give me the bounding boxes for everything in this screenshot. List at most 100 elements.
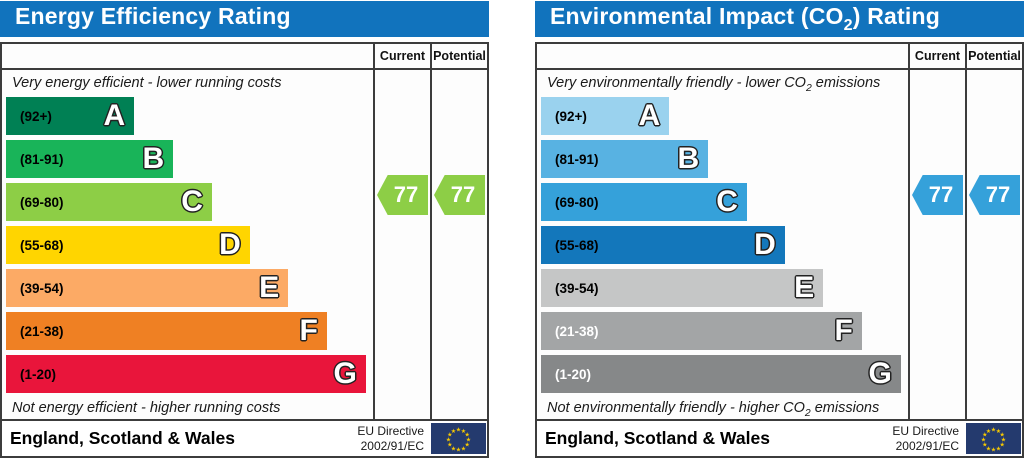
rating-table: Current Potential Very environmentally f… [535,42,1024,458]
svg-text:★: ★ [447,442,452,449]
band-b: (81-91) B [541,140,709,178]
band-b-range: (81-91) [555,151,599,167]
svg-text:★: ★ [466,437,471,444]
band-f-range: (21-38) [555,323,599,339]
band-d: (55-68) D [6,226,250,264]
potential-column: 77 [965,70,1022,419]
svg-text:★: ★ [1000,432,1005,439]
potential-column: 77 [430,70,487,419]
svg-text:★: ★ [1000,442,1005,449]
eu-directive-label: EU Directive 2002/91/EC [892,424,959,453]
band-a-letter: A [103,99,126,132]
svg-text:★: ★ [991,447,996,454]
band-g-letter: G [333,357,357,390]
panel-title-bar: Energy Efficiency Rating [0,1,489,37]
band-b-range: (81-91) [20,151,64,167]
svg-text:★: ★ [1001,437,1006,444]
band-a-letter: A [638,99,661,132]
band-a: (92+) A [6,97,135,135]
band-g-range: (1-20) [20,366,57,382]
current-column: 77 [373,70,430,419]
eu-directive-label: EU Directive 2002/91/EC [357,424,424,453]
svg-text:★: ★ [447,432,452,439]
svg-text:★: ★ [986,445,991,452]
band-e-letter: E [259,271,280,304]
bands-area: Very environmentally friendly - lower CO… [537,70,908,419]
band-b-letter: B [677,142,700,175]
band-f: (21-38) F [6,312,327,350]
band-d-letter: D [219,228,241,261]
potential-column-header: Potential [965,44,1022,70]
band-d-range: (55-68) [20,237,64,253]
band-c: (69-80) C [6,183,212,221]
svg-text:★: ★ [461,445,466,452]
bands-area: Very energy efficient - lower running co… [2,70,373,419]
svg-text:★: ★ [996,445,1001,452]
svg-text:★: ★ [986,428,991,435]
band-a-range: (92+) [20,108,52,124]
band-e: (39-54) E [541,269,824,307]
band-f: (21-38) F [541,312,862,350]
current-column-header: Current [373,44,430,70]
band-c-letter: C [181,185,203,218]
rating-table: Current Potential Very energy efficient … [0,42,489,458]
band-f-letter: F [299,314,318,347]
region-label: England, Scotland & Wales [545,428,770,448]
svg-text:★: ★ [465,432,470,439]
band-c-letter: C [716,185,738,218]
region-label: England, Scotland & Wales [10,428,235,448]
current-column-header: Current [908,44,965,70]
band-c: (69-80) C [541,183,747,221]
current-rating-arrow: 77 [377,175,428,215]
svg-text:★: ★ [451,445,456,452]
svg-text:★: ★ [981,437,986,444]
environmental-impact-panel: Environmental Impact (CO2) Rating Curren… [535,1,1024,458]
band-c-range: (69-80) [555,194,599,210]
svg-text:★: ★ [465,442,470,449]
band-c-range: (69-80) [20,194,64,210]
band-a: (92+) A [541,97,670,135]
band-b-letter: B [142,142,165,175]
svg-text:★: ★ [451,428,456,435]
potential-column-header: Potential [430,44,487,70]
header-blank-cell [537,44,908,70]
svg-text:★: ★ [982,432,987,439]
panel-title-bar: Environmental Impact (CO2) Rating [535,1,1024,37]
potential-rating-arrow: 77 [434,175,485,215]
panel-footer: England, Scotland & Wales EU Directive 20… [2,419,487,456]
svg-text:★: ★ [446,437,451,444]
band-g: (1-20) G [6,355,366,393]
band-g-letter: G [868,357,892,390]
band-g-range: (1-20) [555,366,592,382]
svg-text:★: ★ [982,442,987,449]
band-e-letter: E [794,271,815,304]
svg-text:★: ★ [461,428,466,435]
potential-rating-arrow: 77 [969,175,1020,215]
top-caption: Very environmentally friendly - lower CO… [547,75,881,94]
band-f-range: (21-38) [20,323,64,339]
band-e-range: (39-54) [20,280,64,296]
current-rating-arrow: 77 [912,175,963,215]
eu-flag-icon: ★ ★★ ★★★ ★★★ ★★★ [431,423,486,454]
band-g: (1-20) G [541,355,901,393]
band-d-range: (55-68) [555,237,599,253]
eu-flag-icon: ★ ★★ ★★★ ★★★ ★★★ [966,423,1021,454]
svg-text:★: ★ [991,427,996,434]
panel-footer: England, Scotland & Wales EU Directive 20… [537,419,1022,456]
bottom-caption: Not environmentally friendly - higher CO… [547,400,880,419]
page-title: Environmental Impact (CO2) Rating [550,3,940,34]
band-d-letter: D [754,228,776,261]
co2-subscript: 2 [843,15,853,34]
energy-efficiency-panel: Energy Efficiency Rating Current Potenti… [0,1,489,458]
band-b: (81-91) B [6,140,174,178]
top-caption: Very energy efficient - lower running co… [12,75,282,91]
svg-text:★: ★ [456,447,461,454]
svg-text:★: ★ [456,427,461,434]
header-blank-cell [2,44,373,70]
current-column: 77 [908,70,965,419]
band-d: (55-68) D [541,226,785,264]
bottom-caption: Not energy efficient - higher running co… [12,400,281,416]
band-e-range: (39-54) [555,280,599,296]
band-a-range: (92+) [555,108,587,124]
